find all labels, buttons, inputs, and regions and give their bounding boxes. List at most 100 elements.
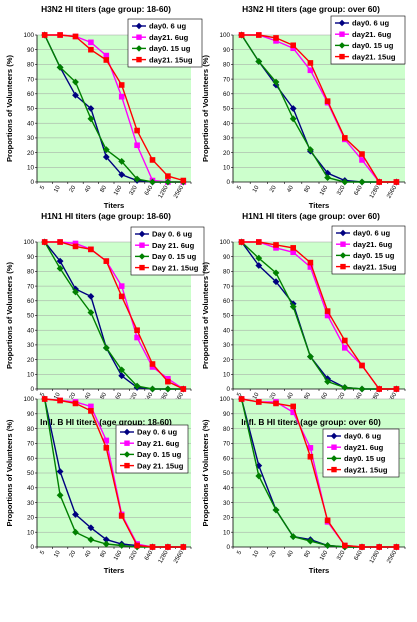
y-tick-label: 70 xyxy=(223,441,231,448)
data-point xyxy=(72,511,79,518)
data-point xyxy=(72,288,79,296)
x-tick-label: 2560 xyxy=(386,549,398,564)
data-point xyxy=(87,309,95,316)
legend: day0. 6 ug day21. 6ug day0. 15 ug day21. 15… xyxy=(127,18,203,68)
y-tick-label: 80 xyxy=(223,426,231,433)
x-tick-label: 320 xyxy=(129,549,140,561)
y-tick-label: 100 xyxy=(219,32,230,39)
x-tick-label: 1280 xyxy=(158,184,170,199)
data-point xyxy=(103,57,110,63)
legend-marker xyxy=(339,53,345,60)
legend: Day 0. 6 ug Day 21. 6ug Day 0. 15 ug Day 21… xyxy=(115,424,189,474)
x-tick-label: 5 xyxy=(236,391,243,397)
data-point xyxy=(256,239,262,245)
data-point xyxy=(72,240,79,247)
legend-label: day21. 15ug xyxy=(353,262,397,271)
series-line-4 xyxy=(241,34,397,183)
data-point xyxy=(164,178,172,186)
legend-marker xyxy=(331,444,337,450)
data-point xyxy=(342,135,348,141)
y-tick-label: 20 xyxy=(223,357,231,364)
data-point xyxy=(255,254,263,262)
x-tick-label: 5 xyxy=(236,549,243,555)
y-tick-label: 50 xyxy=(27,470,35,477)
series-line-3 xyxy=(241,34,397,183)
y-tick-label: 100 xyxy=(219,239,230,246)
data-point xyxy=(307,353,314,361)
x-tick-label: 40 xyxy=(286,184,295,193)
data-point xyxy=(164,385,172,393)
y-tick-label: 30 xyxy=(27,342,35,349)
data-point xyxy=(359,544,365,550)
x-tick-label: 80 xyxy=(304,549,313,558)
data-point xyxy=(88,403,94,410)
chart-panel-5: 0 10 20 30 40 50 60 70 80 90 100 5 10 20 40 80 160 320 640… xyxy=(5,395,192,575)
chart-title: Infl. B HI titers (age group: 18-60) xyxy=(40,417,172,427)
y-tick-label: 20 xyxy=(223,150,231,157)
legend-label: day21. 6ug xyxy=(344,443,384,452)
x-tick-label: 160 xyxy=(319,391,330,403)
x-tick-label: 40 xyxy=(84,184,93,193)
data-point xyxy=(272,506,280,514)
x-tick-label: 2560 xyxy=(173,549,185,564)
y-tick-label: 80 xyxy=(223,62,231,69)
data-point xyxy=(165,544,171,550)
x-axis-label: Titers xyxy=(104,201,125,210)
y-tick-label: 40 xyxy=(27,485,35,492)
legend-label: day0. 6 ug xyxy=(353,229,390,238)
x-tick-label: 160 xyxy=(113,391,124,403)
data-point xyxy=(180,177,187,184)
x-tick-label: 160 xyxy=(113,549,124,561)
data-point xyxy=(307,146,314,154)
x-tick-label: 320 xyxy=(336,391,347,403)
y-tick-label: 60 xyxy=(27,455,35,462)
data-point xyxy=(307,60,314,66)
data-point xyxy=(324,542,331,549)
legend-label: day0. 15 ug xyxy=(344,454,386,463)
data-point xyxy=(56,468,64,475)
data-point xyxy=(180,544,187,550)
data-point xyxy=(341,384,349,391)
legend-label: day21. 15ug xyxy=(352,52,396,61)
data-point xyxy=(118,158,126,165)
x-tick-label: 160 xyxy=(319,184,330,196)
y-tick-label: 0 xyxy=(30,544,34,551)
x-tick-label: 40 xyxy=(286,549,295,558)
data-point xyxy=(149,364,156,370)
y-tick-label: 40 xyxy=(27,327,35,334)
y-tick-label: 60 xyxy=(223,298,231,305)
data-point xyxy=(165,375,171,382)
data-point xyxy=(273,38,279,44)
data-point xyxy=(102,153,110,161)
y-tick-label: 30 xyxy=(27,500,35,507)
x-tick-label: 2560 xyxy=(386,184,398,199)
data-point xyxy=(376,544,382,550)
data-point xyxy=(272,78,280,86)
x-tick-label: 640 xyxy=(144,391,155,403)
data-point xyxy=(358,385,366,393)
data-point xyxy=(289,105,297,112)
legend-label: day0. 15 ug xyxy=(149,44,191,53)
data-point xyxy=(103,437,110,444)
legend-marker xyxy=(123,451,131,458)
data-point xyxy=(87,536,95,543)
chart-panel-1: 0 10 20 30 40 50 60 70 80 90 100 5 10 20 40 80 160 320 640… xyxy=(5,4,203,210)
y-tick-label: 100 xyxy=(219,396,230,403)
data-point xyxy=(149,178,156,186)
data-point xyxy=(255,472,263,480)
data-point xyxy=(290,409,296,416)
data-point xyxy=(342,345,348,351)
legend-marker xyxy=(124,440,130,446)
chart-panel-4: 0 10 20 30 40 50 60 70 80 90 100 5 10 20 40 80 160 320 640… xyxy=(201,211,406,417)
data-point xyxy=(324,308,331,314)
data-point xyxy=(289,115,297,123)
y-tick-label: 40 xyxy=(223,485,231,492)
data-point xyxy=(290,403,296,410)
x-axis-label: Titers xyxy=(309,201,330,210)
data-point xyxy=(56,265,64,272)
y-axis-label: Proportions of Volunteers (%) xyxy=(5,419,14,526)
data-point xyxy=(118,366,126,374)
data-point xyxy=(307,259,314,266)
data-point xyxy=(87,115,95,123)
legend-marker xyxy=(139,264,145,271)
